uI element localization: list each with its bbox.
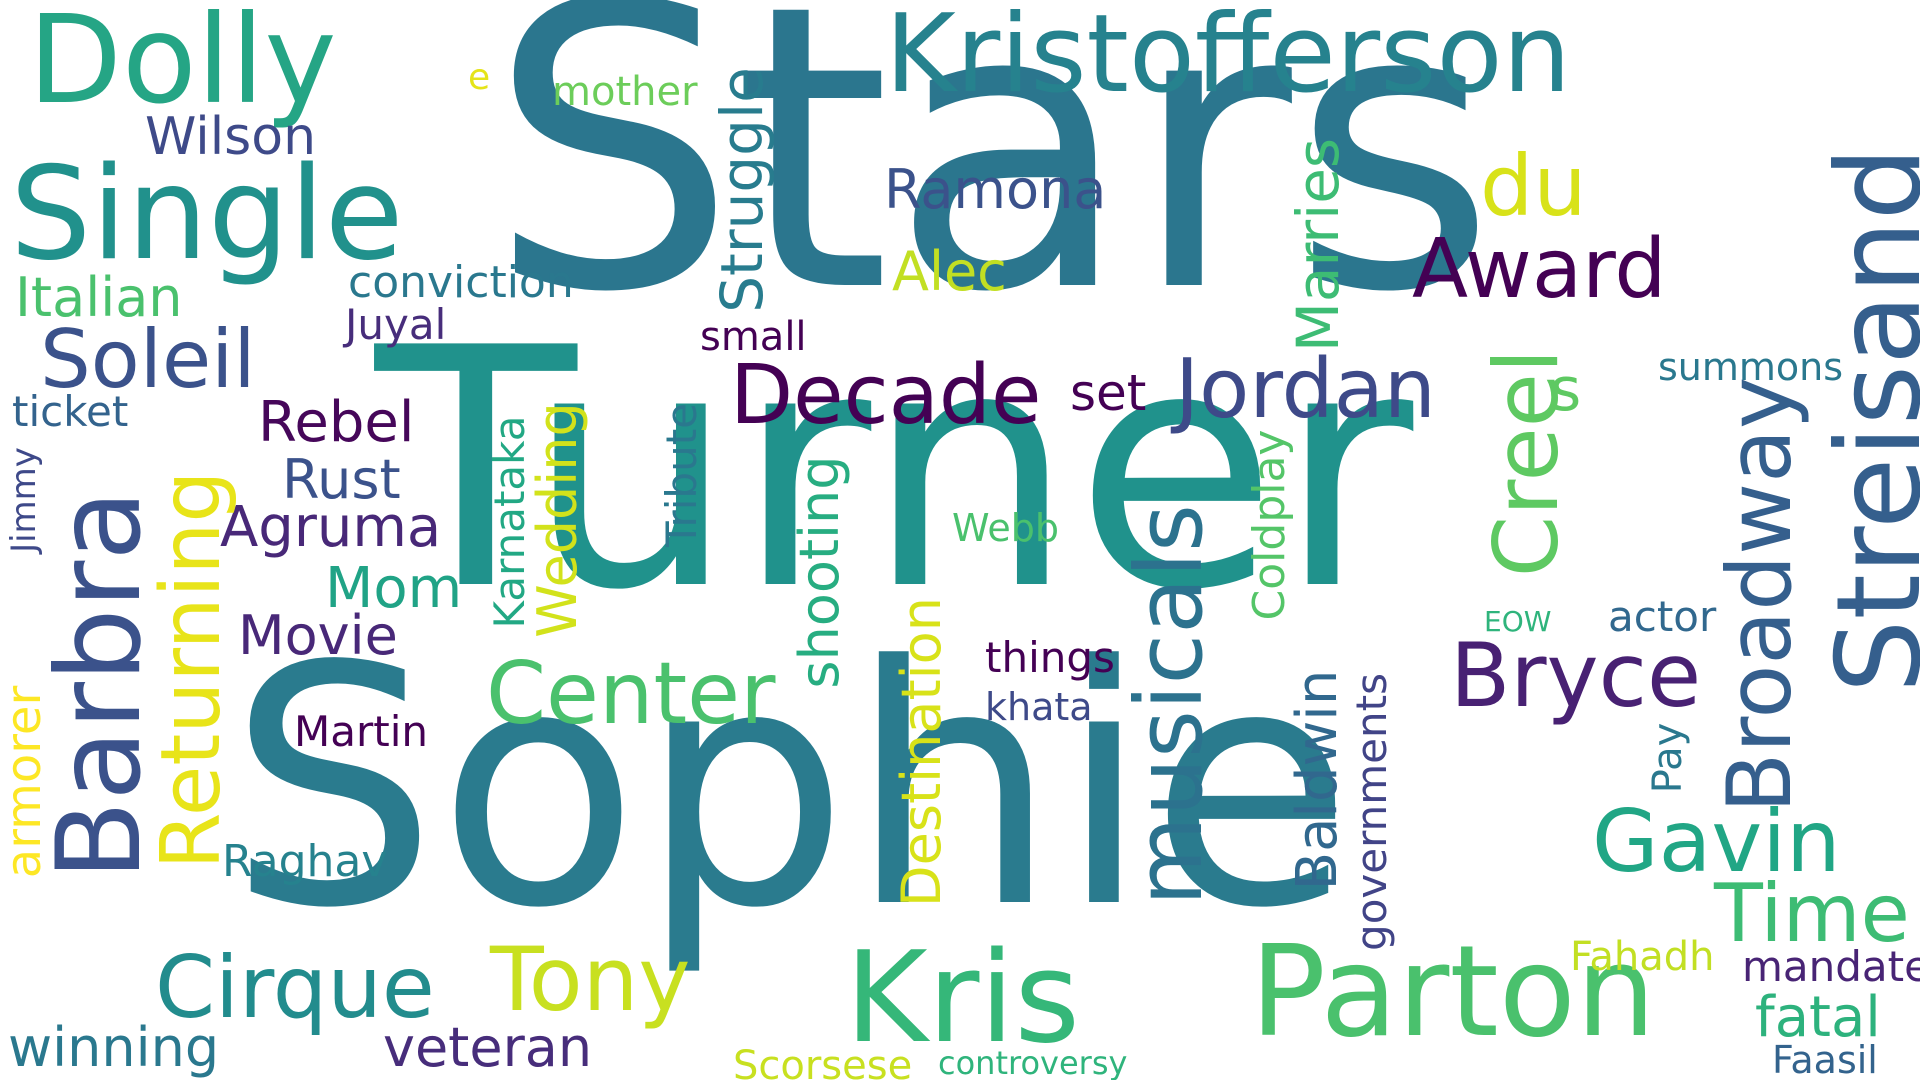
word-things: things	[985, 633, 1115, 682]
word-tribute: Tribute	[657, 402, 706, 548]
word-soleil: Soleil	[40, 313, 256, 406]
word-mom: Mom	[325, 556, 463, 621]
word-khata: khata	[985, 685, 1093, 729]
word-set: set	[1070, 364, 1147, 422]
word-faasil: Faasil	[1772, 1038, 1878, 1080]
word-barbra: Barbra	[32, 489, 167, 881]
word-s: s	[1550, 355, 1582, 425]
word-decade: Decade	[730, 348, 1042, 443]
word-turner: Turner	[375, 278, 1414, 662]
word-pay: Pay	[1645, 722, 1691, 794]
word-cirque: Cirque	[155, 938, 435, 1038]
word-sophie: Sophie	[228, 596, 1353, 980]
word-juyal: Juyal	[345, 300, 447, 349]
word-rebel: Rebel	[258, 390, 415, 455]
word-winning: winning	[8, 1016, 220, 1079]
word-stars: Stars	[488, 0, 1497, 378]
word-bryce: Bryce	[1450, 624, 1702, 727]
word-wedding: Wedding	[526, 402, 589, 638]
word-single: Single	[10, 140, 404, 289]
word-webb: Webb	[952, 506, 1059, 550]
word-ramona: Ramona	[884, 158, 1107, 221]
word-mother: mother	[552, 69, 698, 115]
word-raghav: Raghav	[222, 836, 388, 887]
word-marries: Marries	[1284, 137, 1352, 353]
word-musicals: musicals	[1116, 504, 1223, 906]
word-streisand: Streisand	[1812, 146, 1920, 694]
word-ticket: ticket	[12, 387, 129, 436]
word-center: Center	[486, 644, 776, 744]
word-e: e	[468, 57, 491, 98]
word-karnataka: Karnataka	[485, 415, 534, 629]
word-rust: Rust	[282, 448, 401, 511]
word-movie: Movie	[238, 604, 398, 667]
word-returning: Returning	[144, 470, 239, 870]
word-struggle: Struggle	[708, 67, 776, 313]
word-armorer: armorer	[0, 685, 52, 879]
word-martin: Martin	[294, 707, 428, 756]
word-jordan: Jordan	[1175, 342, 1436, 437]
word-fatal: fatal	[1755, 985, 1881, 1050]
word-wilson: Wilson	[145, 107, 317, 167]
word-gavin: Gavin	[1592, 792, 1841, 892]
word-dolly: Dolly	[28, 0, 337, 131]
word-tony: Tony	[490, 928, 691, 1031]
word-jimmy: Jimmy	[4, 447, 44, 553]
word-veteran: veteran	[383, 1016, 593, 1079]
word-small: small	[700, 314, 807, 360]
word-coldplay: Coldplay	[1244, 429, 1295, 621]
word-scorsese: Scorsese	[733, 1043, 913, 1080]
word-governments: governments	[1347, 673, 1396, 951]
word-controversy: controversy	[938, 1044, 1128, 1080]
word-kristofferson: Kristofferson	[885, 0, 1571, 117]
word-parton: Parton	[1250, 918, 1656, 1065]
word-creel: Creel	[1475, 348, 1578, 578]
word-award: Award	[1412, 222, 1667, 317]
word-du: du	[1480, 137, 1587, 235]
word-mandate: mandate	[1742, 942, 1920, 991]
word-baldwin: Baldwin	[1285, 669, 1350, 891]
word-summons: summons	[1658, 345, 1844, 389]
word-fahadh: Fahadh	[1570, 934, 1715, 980]
word-eow: EOW	[1484, 605, 1552, 638]
word-shooting: shooting	[788, 455, 851, 689]
word-alec: Alec	[892, 240, 1007, 303]
word-actor: actor	[1608, 592, 1717, 641]
word-conviction: conviction	[348, 257, 574, 308]
word-time: Time	[1714, 867, 1910, 960]
word-italian: Italian	[15, 266, 183, 329]
word-kris: Kris	[845, 924, 1081, 1071]
word-destination: Destination	[890, 597, 953, 907]
word-broadway: Broadway	[1708, 376, 1811, 814]
word-agruma: Agruma	[220, 495, 442, 560]
